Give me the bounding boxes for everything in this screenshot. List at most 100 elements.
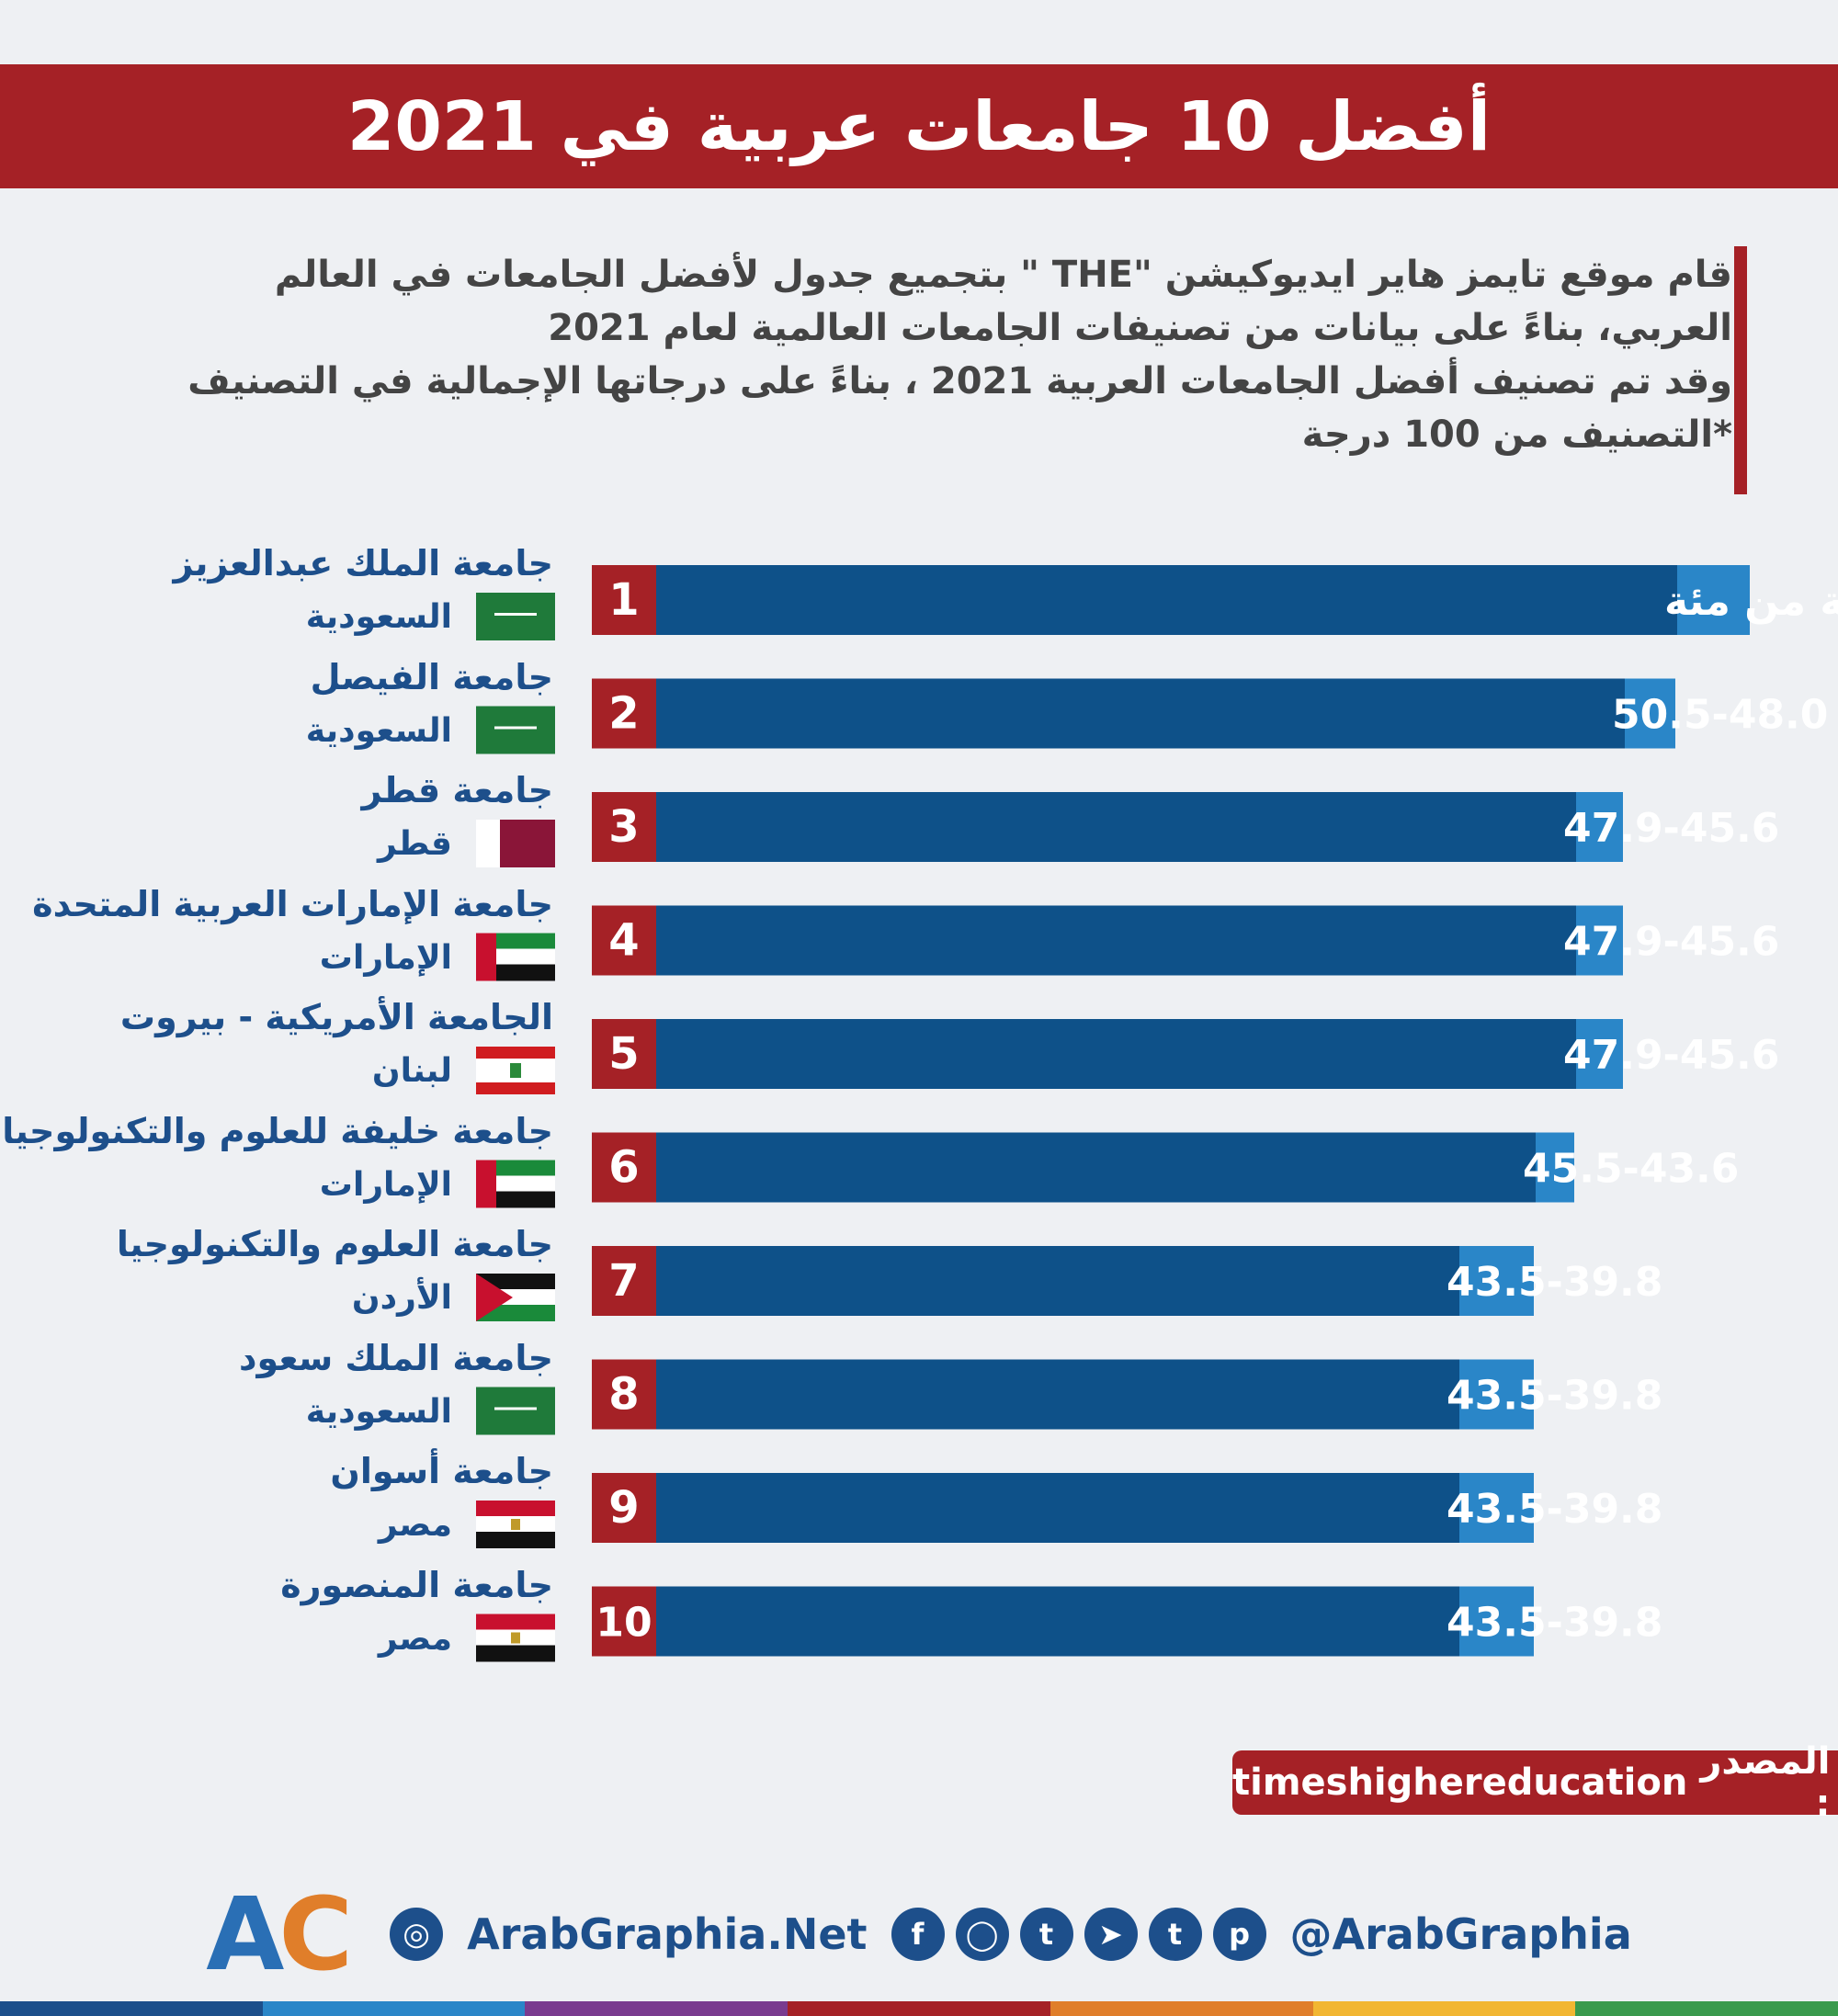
stripe-segment	[788, 2001, 1050, 2016]
rank-box	[592, 1019, 656, 1089]
flag-stripe	[476, 1645, 555, 1662]
flag-lebanon	[476, 1047, 555, 1059]
score-label: 47.9-45.6	[1563, 805, 1779, 852]
rank-box	[592, 565, 656, 635]
flag-stripe	[476, 1082, 555, 1094]
score-label: 45.5-43.6	[1523, 1146, 1739, 1193]
instagram-icon[interactable]: ◯	[955, 1908, 1009, 1961]
university-country: الإمارات	[319, 1165, 452, 1204]
score-label: 43.5-39.8	[1447, 1259, 1662, 1306]
flag-stripe	[476, 1532, 555, 1548]
stripe-segment	[1049, 2001, 1313, 2016]
stripe-segment	[1312, 2001, 1576, 2016]
university-country: السعودية	[305, 598, 452, 636]
intro-line: *التصنيف من 100 درجة	[1301, 413, 1732, 456]
stripe-segment	[1575, 2001, 1838, 2016]
facebook-icon[interactable]: f	[891, 1908, 945, 1961]
bar-low	[656, 1473, 1459, 1543]
score-label: 50.5-48.0	[1612, 692, 1828, 739]
website-link[interactable]: ArabGraphia.Net	[467, 1909, 868, 1959]
rank-box	[592, 1246, 656, 1316]
flag-stripe	[476, 1160, 496, 1208]
source-label: المصدر :	[1700, 1740, 1831, 1825]
bar-low	[656, 678, 1625, 749]
score-label: 43.5-39.8	[1447, 1486, 1662, 1533]
score-label: 43.5-39.8	[1447, 1373, 1662, 1420]
flag-stripe	[494, 1407, 537, 1410]
telegram-icon[interactable]: ➤	[1084, 1908, 1138, 1961]
rank-box	[592, 792, 656, 862]
flag-egypt	[476, 1501, 555, 1517]
flag-saudi	[476, 706, 555, 754]
bar-low	[656, 905, 1576, 976]
bar-low	[656, 565, 1677, 635]
globe-icon: ◎	[390, 1908, 444, 1961]
source-value: timeshighereducation	[1232, 1761, 1688, 1804]
university-name: جامعة الملك سعود	[239, 1337, 553, 1378]
stripe-segment	[0, 2001, 263, 2016]
bar-low	[656, 1586, 1459, 1657]
rank-label: 4	[608, 915, 639, 967]
tumblr-icon[interactable]: t	[1148, 1908, 1202, 1961]
university-name: جامعة العلوم والتكنولوجيا	[116, 1224, 553, 1264]
flag-stripe	[476, 820, 500, 867]
flag-stripe	[494, 726, 537, 730]
rank-box	[592, 1132, 656, 1203]
flag-stripe	[494, 613, 537, 616]
intro-accent-bar	[1734, 246, 1747, 494]
bar-low	[656, 1359, 1459, 1430]
bar-low	[656, 1246, 1459, 1316]
social-icons: f ◯ t ➤ t p	[891, 1908, 1266, 1961]
score-label: 47.9-45.6	[1563, 1032, 1779, 1079]
university-country: الأردن	[351, 1279, 452, 1317]
flag-egypt	[476, 1614, 555, 1631]
score-label: 47.9-45.6	[1563, 919, 1779, 966]
intro-line: قام موقع تايمز هاير ايديوكيشن "THE " بتج…	[274, 254, 1732, 296]
twitter-icon[interactable]: t	[1019, 1908, 1073, 1961]
rank-label: 10	[596, 1600, 652, 1647]
flag-stripe	[476, 1305, 555, 1321]
arabgraphia-logo: AC	[206, 1875, 353, 1993]
university-name: جامعة أسوان	[330, 1451, 553, 1491]
score-label: 54.2-50.6 درجة من مئة	[1664, 578, 1838, 625]
score-label: 43.5-39.8	[1447, 1600, 1662, 1647]
university-country: الإمارات	[319, 938, 452, 977]
source-badge: المصدر : timeshighereducation	[1232, 1740, 1838, 1825]
rank-label: 7	[608, 1255, 639, 1307]
rank-label: 6	[608, 1142, 639, 1194]
bar-low	[656, 792, 1576, 862]
university-name: جامعة قطر	[361, 770, 553, 810]
rank-label: 2	[608, 688, 639, 740]
university-name: جامعة الإمارات العربية المتحدة	[32, 883, 553, 924]
social-handle[interactable]: @ArabGraphia	[1289, 1909, 1632, 1959]
pinterest-icon[interactable]: p	[1212, 1908, 1266, 1961]
flag-saudi	[476, 593, 555, 640]
title-banner: أفضل 10 جامعات عربية في 2021	[0, 64, 1838, 188]
intro-line: العربي، بناءً على بيانات من تصنيفات الجا…	[548, 307, 1732, 349]
university-name: الجامعة الأمريكية - بيروت	[119, 997, 553, 1037]
stripe-segment	[262, 2001, 526, 2016]
intro-text: قام موقع تايمز هاير ايديوكيشن "THE " بتج…	[170, 248, 1732, 461]
flag-saudi	[476, 1387, 555, 1435]
footer: AC ◎ ArabGraphia.Net f ◯ t ➤ t p @ArabGr…	[0, 1875, 1838, 1993]
university-name: جامعة الملك عبدالعزيز	[173, 543, 553, 583]
university-country: السعودية	[305, 1392, 452, 1431]
rank-box	[592, 1473, 656, 1543]
flag-eagle	[511, 1519, 520, 1530]
university-country: مصر	[378, 1506, 452, 1544]
rank-box	[592, 1586, 656, 1657]
rank-box	[592, 1359, 656, 1430]
rank-label: 8	[608, 1369, 639, 1421]
rank-box	[592, 905, 656, 976]
university-country: قطر	[377, 825, 452, 863]
university-name: جامعة خليفة للعلوم والتكنولوجيا	[2, 1110, 553, 1151]
rank-label: 3	[608, 801, 639, 853]
flag-cedar	[510, 1063, 521, 1078]
university-country: لبنان	[371, 1052, 452, 1090]
rank-label: 1	[608, 574, 639, 626]
rank-label: 9	[608, 1482, 639, 1534]
intro-line: وقد تم تصنيف أفضل الجامعات العربية 2021 …	[187, 360, 1732, 402]
university-name: جامعة المنصورة	[280, 1564, 553, 1605]
